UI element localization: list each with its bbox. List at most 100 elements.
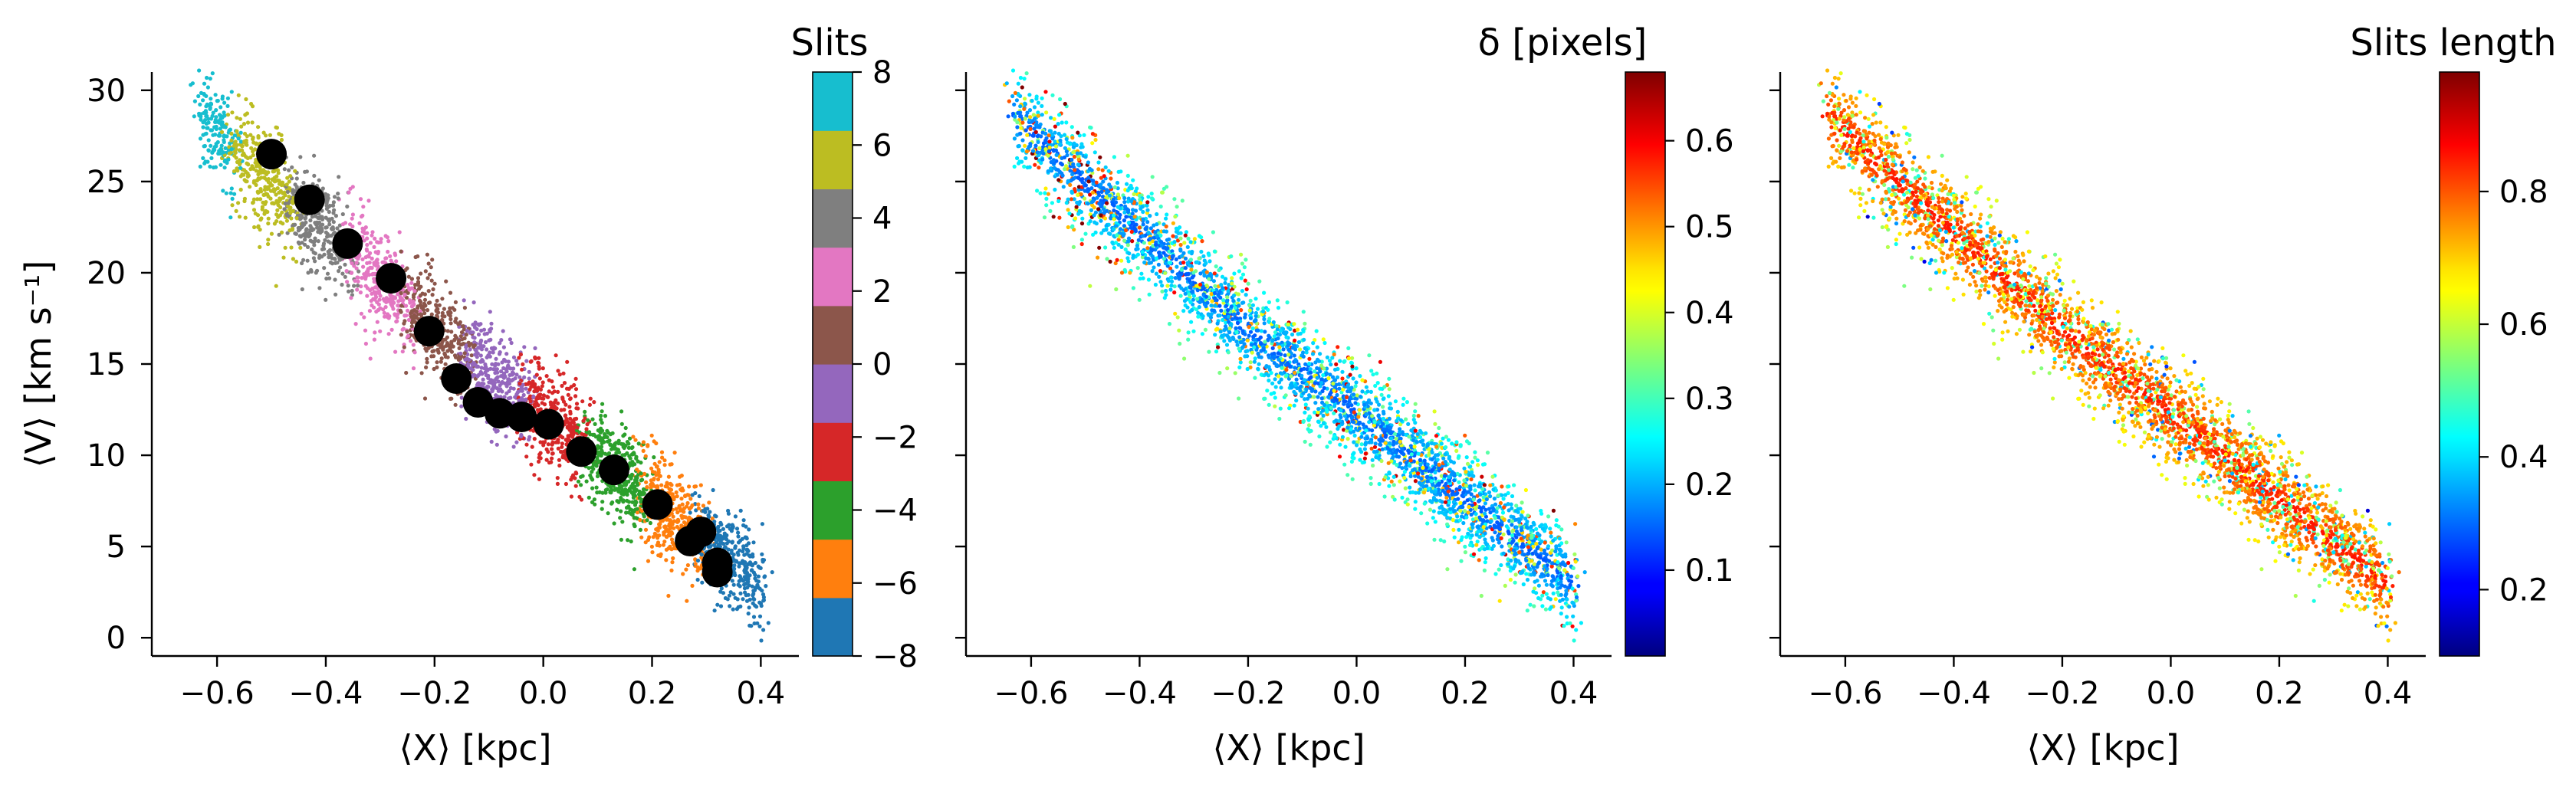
data-point xyxy=(573,484,578,488)
data-point xyxy=(357,221,362,225)
data-point xyxy=(366,198,371,203)
data-point xyxy=(646,537,651,543)
data-point xyxy=(409,339,413,343)
data-point xyxy=(318,226,324,231)
data-point xyxy=(1239,252,1244,257)
data-point xyxy=(411,343,416,347)
data-point xyxy=(687,484,692,489)
y-tick-label: 25 xyxy=(87,165,126,200)
data-point xyxy=(1408,474,1413,479)
scatter-points-delta xyxy=(1003,68,1587,643)
data-point xyxy=(356,269,361,274)
data-point xyxy=(605,435,610,440)
colorbar-title-slits: Slits xyxy=(791,21,869,64)
data-point xyxy=(547,378,551,382)
data-point xyxy=(350,224,355,229)
data-point xyxy=(1270,346,1275,350)
data-point xyxy=(358,197,363,202)
data-point xyxy=(387,314,392,319)
data-point xyxy=(430,257,435,262)
data-point xyxy=(360,257,365,261)
data-point xyxy=(258,168,263,172)
data-point xyxy=(436,350,441,355)
data-point xyxy=(1340,369,1345,374)
data-point xyxy=(741,518,746,523)
data-point xyxy=(763,574,767,579)
data-point xyxy=(599,413,603,418)
slit-mean-marker xyxy=(413,316,445,347)
data-point xyxy=(1569,574,1574,579)
data-point xyxy=(1040,96,1044,100)
data-point xyxy=(277,132,281,136)
data-point xyxy=(1572,638,1576,643)
data-point xyxy=(1292,403,1296,408)
data-point xyxy=(297,217,303,221)
data-point xyxy=(521,392,526,398)
data-point xyxy=(495,385,499,391)
data-point xyxy=(741,597,745,602)
data-point xyxy=(544,374,549,379)
data-point xyxy=(283,202,288,206)
data-point xyxy=(1100,168,1105,172)
data-point xyxy=(271,189,276,194)
data-point xyxy=(336,192,340,196)
data-point xyxy=(1316,420,1321,425)
data-point xyxy=(1050,93,1055,97)
data-point xyxy=(274,219,279,224)
data-point xyxy=(744,547,749,553)
data-point xyxy=(532,383,537,388)
data-point xyxy=(418,294,423,298)
data-point xyxy=(504,434,508,439)
data-point xyxy=(308,238,313,243)
data-point xyxy=(214,108,219,113)
data-point xyxy=(1325,444,1329,449)
data-point xyxy=(1024,128,1028,133)
data-point xyxy=(672,451,677,455)
data-point xyxy=(254,142,258,146)
data-point xyxy=(347,289,351,294)
data-point xyxy=(721,541,726,546)
data-point xyxy=(464,333,468,337)
data-point xyxy=(501,366,506,371)
data-point xyxy=(454,317,458,321)
data-point xyxy=(594,464,599,468)
data-point xyxy=(283,245,288,250)
data-point xyxy=(1135,266,1140,271)
data-point xyxy=(746,576,751,580)
data-point xyxy=(272,175,277,180)
data-point xyxy=(274,126,279,130)
data-point xyxy=(375,320,380,324)
data-point xyxy=(616,441,621,446)
data-point xyxy=(365,236,370,241)
data-point xyxy=(235,116,239,120)
data-point xyxy=(256,225,261,229)
data-point xyxy=(1473,450,1477,454)
data-point xyxy=(573,376,578,381)
data-point xyxy=(1513,580,1517,585)
data-point xyxy=(1514,503,1519,508)
data-point xyxy=(738,591,743,596)
data-point xyxy=(734,559,739,563)
data-point xyxy=(228,191,233,195)
data-point xyxy=(766,621,770,625)
data-point xyxy=(1064,120,1069,125)
data-point xyxy=(206,148,211,153)
data-point xyxy=(617,450,622,455)
data-point xyxy=(1419,511,1424,516)
data-point xyxy=(416,281,421,286)
data-point xyxy=(522,345,527,349)
data-point xyxy=(639,535,644,540)
data-point xyxy=(199,114,203,119)
slit-mean-marker xyxy=(685,517,717,548)
data-point xyxy=(337,223,342,228)
data-point xyxy=(1160,190,1165,195)
data-point xyxy=(313,259,317,264)
data-point xyxy=(614,447,619,451)
data-point xyxy=(1218,330,1223,334)
data-point xyxy=(1012,164,1017,169)
data-point xyxy=(1348,372,1352,377)
data-point xyxy=(628,488,632,493)
data-point xyxy=(499,369,504,374)
data-point xyxy=(230,203,235,208)
data-point xyxy=(343,262,347,267)
